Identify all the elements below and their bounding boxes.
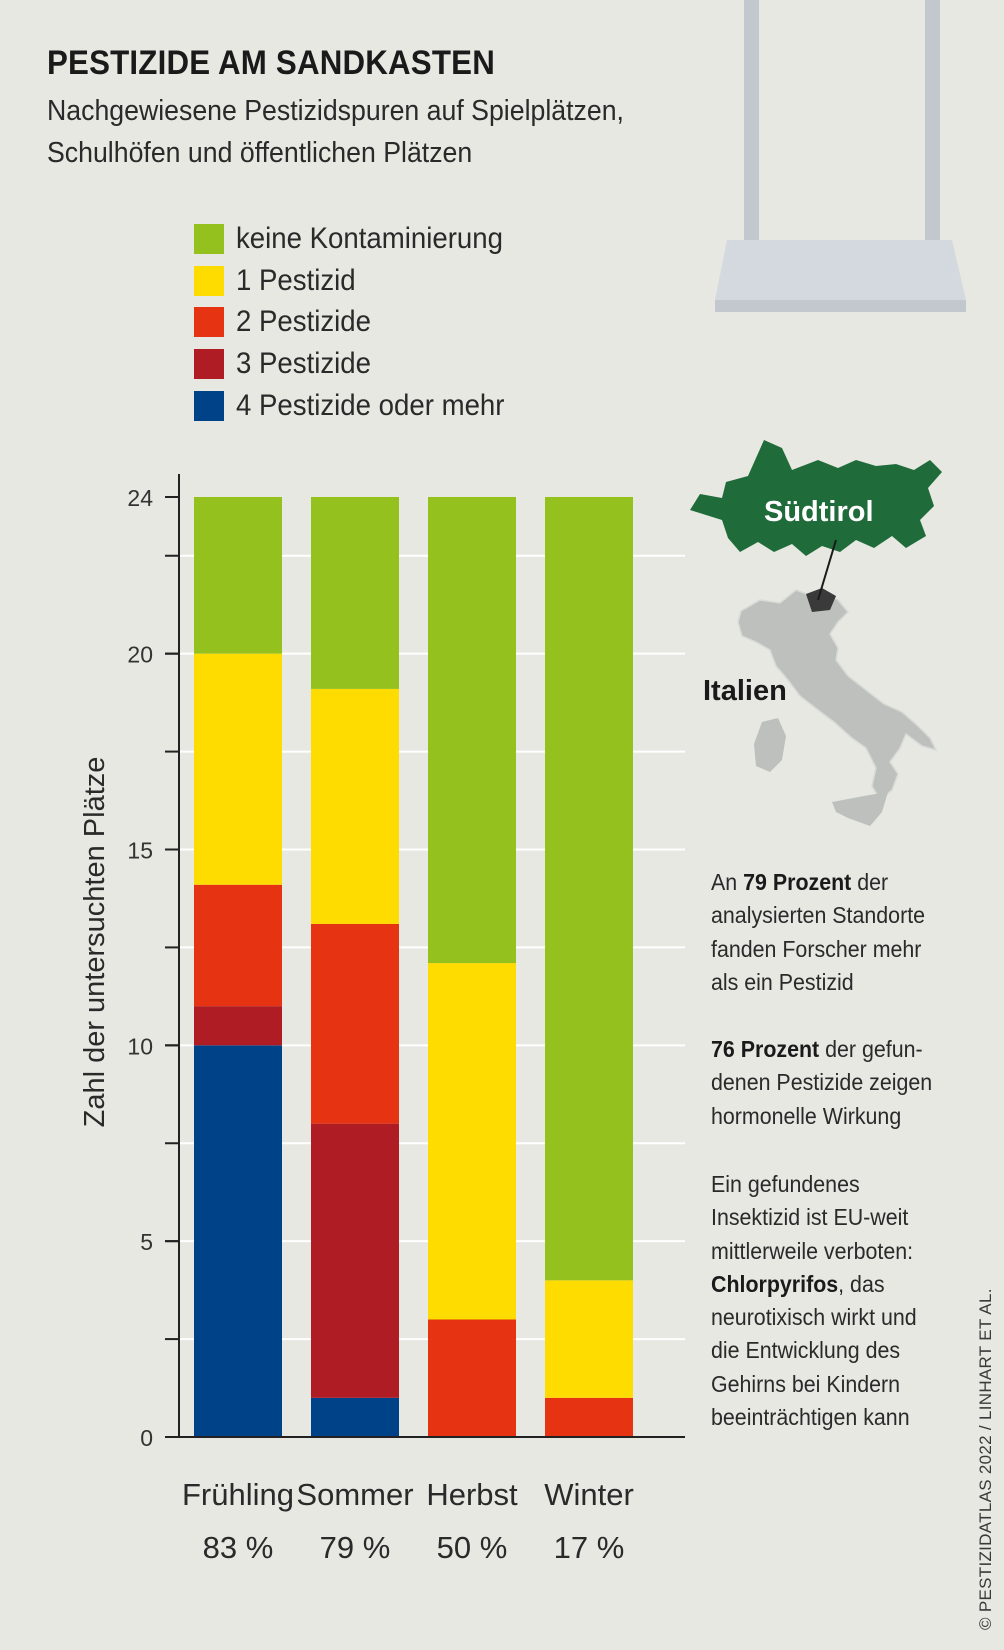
bar-segment — [194, 497, 282, 654]
legend-swatch — [194, 391, 224, 422]
legend-swatch — [194, 307, 224, 338]
bar-segment — [194, 884, 282, 1007]
note-2-highlight: 76 Prozent — [711, 1036, 820, 1062]
y-tick-label: 5 — [140, 1229, 153, 1255]
x-tick-label: Sommer — [296, 1477, 413, 1512]
legend-label: keine Kontaminierung — [236, 221, 503, 255]
note-3-highlight: Chlorpyrifos — [711, 1270, 839, 1297]
category-percentage-label: 50 % — [437, 1530, 508, 1565]
x-tick-label: Winter — [544, 1477, 634, 1512]
y-axis: 0 5 10 15 20 24 — [127, 474, 180, 1451]
bar-segment — [428, 497, 516, 964]
bar-segment — [428, 1319, 516, 1437]
map-pointer-line — [817, 539, 837, 601]
bar-segment — [545, 1280, 633, 1398]
y-axis-label: Zahl der untersuchten Plätze — [79, 757, 111, 1128]
italy-map: Südtirol Italien — [690, 440, 942, 826]
bar-segment — [311, 1397, 399, 1437]
chart-title: PESTIZIDE AM SANDKASTEN — [47, 44, 495, 82]
legend-label: 3 Pestizide — [236, 347, 372, 381]
x-axis-labels: Frühling 83 % Sommer 79 % Herbst 50 % Winter 17… — [182, 1477, 634, 1565]
bar-segment — [194, 653, 282, 885]
source-credit: © PESTIZIDATLAS 2022 / LINHART ET AL. — [976, 1288, 995, 1630]
note-2: 76 Prozent der gefun-denen Pestizide zei… — [711, 1036, 933, 1129]
category-percentage-label: 83 % — [203, 1530, 274, 1565]
suedtirol-highlight — [806, 588, 836, 612]
bar-segment — [545, 497, 633, 1281]
sicily-shape — [832, 792, 888, 826]
bar-segment — [194, 1006, 282, 1046]
category-percentage-label: 17 % — [554, 1530, 625, 1565]
bar-segment — [194, 1045, 282, 1437]
legend-item: 3 Pestizide — [194, 343, 528, 385]
chart-subtitle: Nachgewiesene Pestizidspuren auf Spielpl… — [47, 90, 691, 174]
y-tick-label: 20 — [127, 642, 153, 668]
note-1-highlight: 79 Prozent — [743, 869, 852, 895]
legend-item: 4 Pestizide oder mehr — [194, 385, 528, 427]
note-1: An 79 Prozent der analysierten Standorte… — [711, 869, 926, 995]
bar-segment — [311, 688, 399, 924]
bar-segment — [428, 963, 516, 1320]
bar-segment — [311, 923, 399, 1124]
note-3: Ein gefundenes Insektizid ist EU-weit mi… — [711, 1171, 917, 1431]
bar-segment — [311, 1123, 399, 1398]
swing-illustration — [715, 0, 966, 312]
legend: keine Kontaminierung 1 Pestizid 2 Pestiz… — [194, 218, 528, 427]
legend-swatch — [194, 223, 224, 254]
italy-mainland-shape — [737, 589, 938, 802]
sardinia-shape — [754, 718, 786, 772]
legend-swatch — [194, 265, 224, 296]
bars — [194, 497, 633, 1437]
legend-item: keine Kontaminierung — [194, 218, 528, 260]
x-tick-label: Frühling — [182, 1477, 294, 1512]
bar-segment — [545, 1397, 633, 1437]
region-label: Südtirol — [764, 496, 874, 528]
subtitle-line-2: Schulhöfen und öffentlichen Plätzen — [47, 137, 473, 169]
country-label: Italien — [703, 675, 787, 707]
legend-label: 1 Pestizid — [236, 263, 356, 297]
y-tick-label: 0 — [140, 1425, 153, 1451]
x-tick-label: Herbst — [426, 1477, 518, 1512]
legend-label: 4 Pestizide oder mehr — [236, 389, 505, 423]
y-tick-label: 10 — [127, 1033, 153, 1059]
legend-label: 2 Pestizide — [236, 305, 372, 339]
subtitle-line-1: Nachgewiesene Pestizidspuren auf Spielpl… — [47, 95, 624, 127]
bar-segment — [311, 497, 399, 689]
legend-item: 1 Pestizid — [194, 260, 528, 302]
y-tick-label: 15 — [127, 838, 153, 864]
legend-swatch — [194, 349, 224, 380]
suedtirol-zoom-shape — [690, 440, 942, 556]
y-tick-label: 24 — [127, 485, 153, 511]
category-percentage-label: 79 % — [320, 1530, 391, 1565]
legend-item: 2 Pestizide — [194, 302, 528, 344]
